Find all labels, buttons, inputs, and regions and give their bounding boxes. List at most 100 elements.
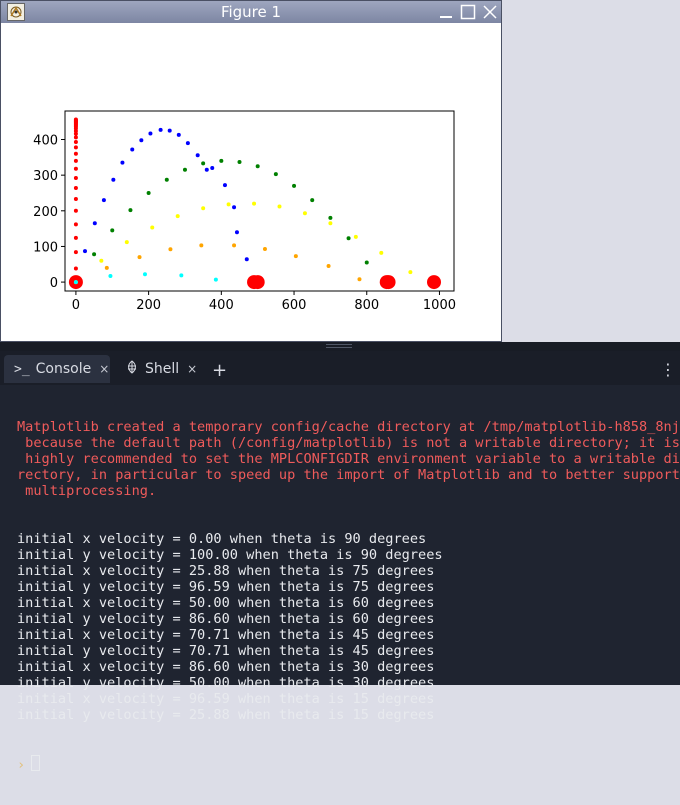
output-line: initial x velocity = 96.59 when theta is… bbox=[17, 691, 435, 707]
add-tab-button[interactable]: + bbox=[212, 360, 228, 381]
tab-bar: >_ Console × Shell × + ⋮ bbox=[0, 351, 680, 385]
data-point bbox=[110, 228, 115, 233]
data-point bbox=[255, 164, 260, 169]
x-tick-label: 800 bbox=[354, 298, 379, 313]
matplotlib-app-icon bbox=[7, 3, 25, 21]
data-point bbox=[219, 158, 224, 163]
data-point bbox=[176, 132, 181, 137]
minimize-icon[interactable] bbox=[438, 4, 454, 20]
x-tick-label: 600 bbox=[282, 298, 307, 313]
data-point bbox=[201, 206, 206, 211]
data-point bbox=[73, 140, 78, 145]
data-point bbox=[139, 138, 144, 143]
warning-line: Matplotlib created a temporary config/ca… bbox=[17, 419, 680, 435]
shell-icon bbox=[125, 360, 139, 378]
data-point bbox=[111, 177, 116, 182]
data-point bbox=[201, 161, 206, 166]
terminal-icon: >_ bbox=[14, 361, 30, 377]
data-point bbox=[73, 145, 78, 150]
console-pane: >_ Console × Shell × + ⋮ Matplotlib crea… bbox=[0, 342, 680, 773]
data-point bbox=[346, 236, 351, 241]
output-line: initial x velocity = 0.00 when theta is … bbox=[17, 531, 427, 547]
data-point bbox=[73, 135, 78, 140]
tab-menu-icon[interactable]: ⋮ bbox=[660, 360, 676, 379]
output-line: initial x velocity = 86.60 when theta is… bbox=[17, 659, 435, 675]
cursor bbox=[31, 755, 41, 771]
y-tick-label: 300 bbox=[33, 169, 58, 184]
data-point bbox=[73, 250, 78, 255]
tab-shell-label: Shell bbox=[145, 361, 180, 377]
data-point bbox=[150, 225, 155, 230]
tab-shell[interactable]: Shell × bbox=[120, 355, 206, 383]
output-line: initial x velocity = 70.71 when theta is… bbox=[17, 627, 435, 643]
warning-line: multiprocessing. bbox=[17, 483, 157, 499]
data-point bbox=[199, 243, 204, 248]
output-line: initial y velocity = 86.60 when theta is… bbox=[17, 611, 435, 627]
data-point bbox=[120, 160, 125, 165]
data-point bbox=[73, 266, 78, 271]
pane-splitter[interactable] bbox=[0, 342, 680, 351]
data-point bbox=[142, 272, 147, 277]
warning-line: rectory, in particular to speed up the i… bbox=[17, 467, 680, 483]
maximize-icon[interactable] bbox=[460, 4, 476, 20]
splitter-grip-icon[interactable] bbox=[326, 344, 352, 345]
output-line: initial y velocity = 100.00 when theta i… bbox=[17, 547, 443, 563]
close-console-tab-icon[interactable]: × bbox=[99, 362, 110, 376]
data-point bbox=[124, 240, 129, 245]
data-point bbox=[175, 214, 180, 219]
data-point bbox=[73, 185, 78, 190]
data-point bbox=[357, 277, 362, 282]
data-point bbox=[210, 166, 215, 171]
y-tick-label: 100 bbox=[33, 240, 58, 255]
data-point bbox=[232, 205, 237, 210]
data-point bbox=[244, 257, 249, 262]
output-line: initial y velocity = 96.59 when theta is… bbox=[17, 579, 435, 595]
data-point bbox=[101, 198, 106, 203]
output-line: initial y velocity = 25.88 when theta is… bbox=[17, 707, 435, 723]
data-point bbox=[408, 270, 413, 275]
data-point bbox=[262, 246, 267, 251]
data-point bbox=[273, 172, 278, 177]
prompt-line[interactable]: › bbox=[0, 755, 680, 773]
data-point bbox=[292, 183, 297, 188]
data-point bbox=[185, 141, 190, 146]
data-point bbox=[237, 159, 242, 164]
data-point bbox=[310, 198, 315, 203]
data-point bbox=[293, 254, 298, 259]
output-line: initial y velocity = 50.00 when theta is… bbox=[17, 675, 435, 691]
data-point bbox=[353, 234, 358, 239]
plot-marks bbox=[68, 117, 442, 290]
data-point bbox=[364, 260, 369, 265]
data-point bbox=[73, 208, 78, 213]
output-line: initial x velocity = 25.88 when theta is… bbox=[17, 563, 435, 579]
y-ticks: 0 100 200 300 400 bbox=[33, 134, 65, 291]
y-tick-label: 0 bbox=[50, 276, 58, 291]
figure-titlebar[interactable]: Figure 1 bbox=[1, 1, 501, 23]
warning-message: Matplotlib created a temporary config/ca… bbox=[0, 419, 680, 499]
axes-frame bbox=[64, 110, 455, 292]
data-point bbox=[234, 230, 239, 235]
data-point bbox=[73, 131, 78, 136]
x-ticks: 0 200 400 600 800 1000 bbox=[72, 291, 456, 313]
console-output[interactable]: Matplotlib created a temporary config/ca… bbox=[0, 387, 680, 773]
data-point bbox=[302, 211, 307, 216]
close-icon[interactable] bbox=[482, 4, 498, 20]
x-tick-label: 200 bbox=[136, 298, 161, 313]
output-line: initial y velocity = 70.71 when theta is… bbox=[17, 643, 435, 659]
warning-line: because the default path (/config/matplo… bbox=[17, 435, 680, 451]
warning-line: highly recommended to set the MPLCONFIGD… bbox=[17, 451, 680, 467]
landing-marker bbox=[427, 275, 442, 290]
figure-title: Figure 1 bbox=[220, 3, 282, 21]
tab-console[interactable]: >_ Console × bbox=[4, 355, 110, 383]
data-point bbox=[168, 247, 173, 252]
y-tick-label: 200 bbox=[33, 205, 58, 220]
close-shell-tab-icon[interactable]: × bbox=[187, 362, 198, 376]
data-point bbox=[277, 204, 282, 209]
data-point bbox=[92, 252, 97, 257]
data-point bbox=[130, 147, 135, 152]
data-point bbox=[73, 235, 78, 240]
data-point bbox=[179, 273, 184, 278]
data-point bbox=[73, 176, 78, 181]
data-point bbox=[326, 264, 331, 269]
figure-window: Figure 1 0 200 400 600 800 1000 0 100 200 300 400 bbox=[0, 0, 502, 342]
